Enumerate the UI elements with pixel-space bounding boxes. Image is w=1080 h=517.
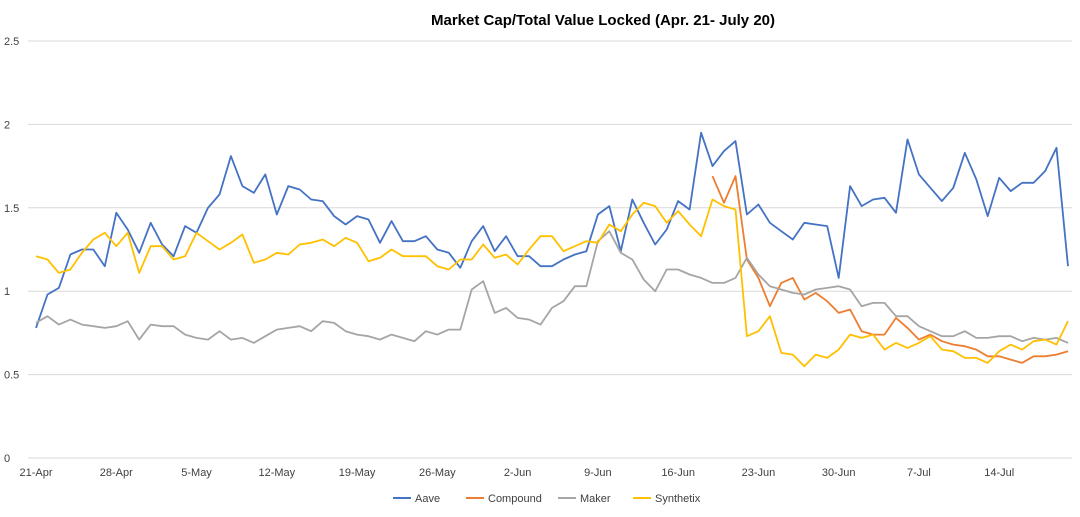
legend-label: Aave [415, 493, 440, 505]
y-tick-label: 0 [4, 453, 10, 465]
series-line-aave [35, 131, 1069, 329]
legend-label: Compound [488, 493, 542, 505]
legend-label: Synthetix [655, 493, 701, 505]
y-tick-label: 2 [4, 119, 10, 131]
x-tick-label: 14-Jul [984, 467, 1014, 479]
series-line-maker [35, 230, 1069, 344]
legend-label: Maker [580, 493, 611, 505]
x-tick-label: 30-Jun [822, 467, 856, 479]
series-lines [35, 131, 1069, 368]
series-line-synthetix [35, 198, 1069, 368]
y-tick-label: 1.5 [4, 203, 19, 215]
x-tick-label: 28-Apr [100, 467, 133, 479]
chart-title: Market Cap/Total Value Locked (Apr. 21- … [431, 12, 775, 29]
legend: Aave Compound Maker Synthetix [393, 493, 701, 505]
x-tick-label: 16-Jun [661, 467, 695, 479]
x-tick-label: 12-May [258, 467, 295, 479]
gridlines [28, 40, 1072, 459]
x-axis-ticks: 21-Apr 28-Apr 5-May 12-May 19-May 26-May 2-Jun… [19, 467, 1014, 479]
y-tick-label: 2.5 [4, 36, 19, 48]
x-tick-label: 2-Jun [504, 467, 532, 479]
series-line-compound [711, 175, 1069, 364]
x-tick-label: 26-May [419, 467, 456, 479]
y-tick-label: 0.5 [4, 370, 19, 382]
x-tick-label: 19-May [339, 467, 376, 479]
y-tick-label: 1 [4, 286, 10, 298]
x-tick-label: 21-Apr [19, 467, 52, 479]
x-tick-label: 7-Jul [907, 467, 931, 479]
y-axis-ticks: 0 0.5 1 1.5 2 2.5 [4, 36, 19, 465]
x-tick-label: 23-Jun [742, 467, 776, 479]
x-tick-label: 9-Jun [584, 467, 612, 479]
x-tick-label: 5-May [181, 467, 212, 479]
